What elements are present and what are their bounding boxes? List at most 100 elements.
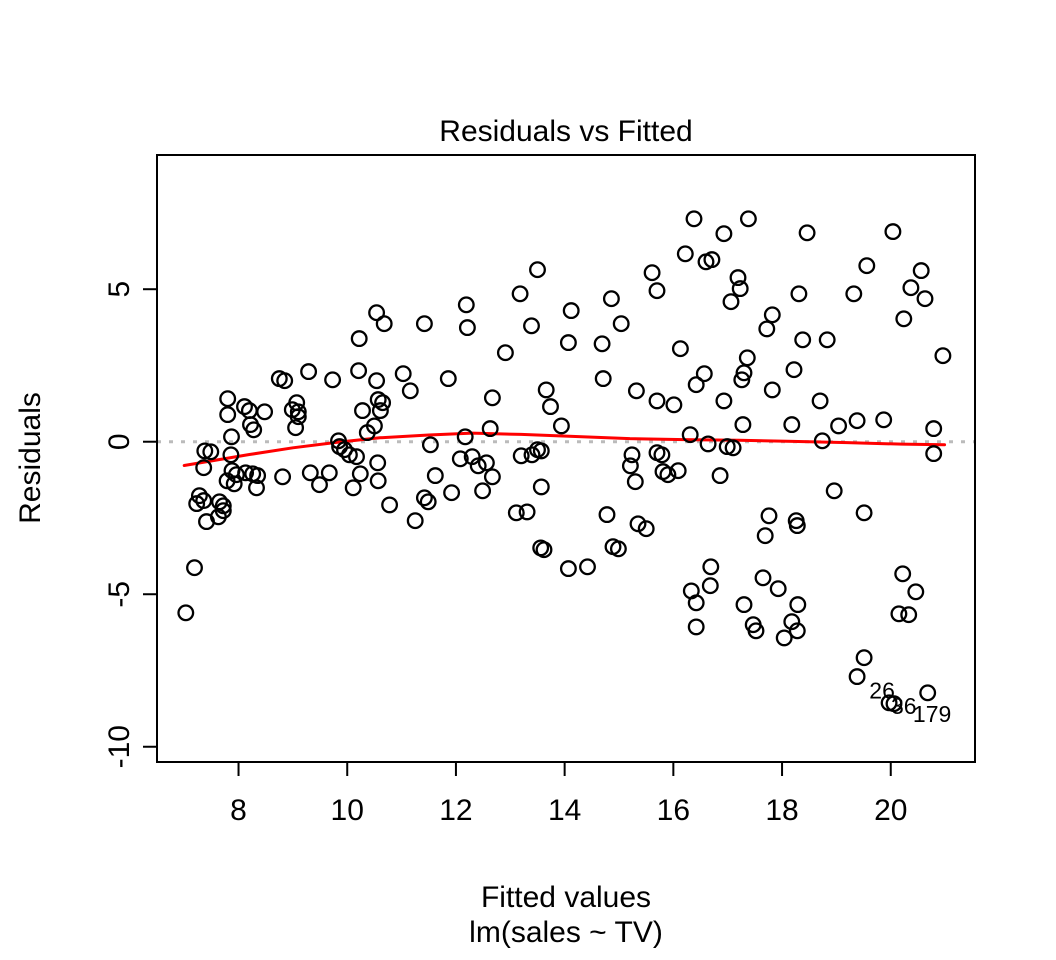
data-point [875,411,893,429]
x-tick-label: 8 [230,794,247,827]
data-point [715,225,733,243]
data-point [369,472,387,490]
data-point [798,224,816,242]
data-point [214,497,232,515]
y-tick-label: 5 [103,281,136,298]
x-axis-sublabel: lm(sales ~ TV) [469,916,663,949]
data-point [237,464,255,482]
data-point [788,517,806,535]
data-point [760,507,778,525]
data-point [729,269,747,287]
data-point [532,442,550,460]
data-point [659,466,677,484]
data-point [845,285,863,303]
data-point [790,285,808,303]
data-point [912,262,930,280]
data-point [507,504,525,522]
data-point [223,428,240,446]
data-point [579,558,596,576]
data-point [925,445,943,463]
data-point [535,541,553,559]
data-point [734,416,752,434]
data-point [703,251,721,269]
data-point [369,454,387,472]
data-point [758,320,776,338]
y-tick-label: 0 [103,433,136,450]
data-point [421,436,439,454]
data-point [483,468,501,486]
data-point [722,293,740,311]
data-point [687,376,705,394]
data-point [602,290,620,308]
data-point [419,493,437,511]
data-point [245,421,263,439]
data-point [248,479,265,497]
data-point [562,302,580,320]
y-tick-label: -10 [103,725,136,768]
outlier-point-label: 26 [869,678,895,704]
y-tick-label: -5 [103,581,136,608]
data-point [222,446,240,464]
data-point [369,391,387,409]
data-point [458,319,476,337]
data-point [542,398,559,416]
data-point [593,335,611,353]
data-point [477,454,495,472]
data-point [451,450,469,468]
data-point [532,478,550,496]
data-point [512,447,530,465]
data-point [907,583,925,601]
data-point [483,389,501,407]
data-point [739,210,757,228]
data-point [474,482,492,500]
data-point [518,503,536,521]
x-axis-label: Fitted values [481,881,651,914]
data-point [900,606,918,624]
data-point [629,515,647,533]
data-point [884,223,902,241]
data-point [406,512,424,530]
outlier-point [919,684,937,702]
data-point [481,420,499,438]
data-point [351,465,369,483]
data-point [496,344,514,362]
data-point [443,484,461,502]
data-point [609,540,627,558]
data-point [552,417,570,435]
data-point [763,306,781,324]
data-point [350,362,368,380]
data-point [344,479,362,497]
data-point [287,419,305,437]
data-point [289,403,307,421]
data-point [249,467,267,485]
data-point [687,594,705,612]
data-point [426,467,444,485]
data-point [685,210,703,228]
data-point [559,334,577,352]
data-point [711,467,729,485]
data-point [794,331,812,349]
data-point [648,392,666,410]
data-point [188,495,206,513]
data-point [754,569,772,587]
data-point [511,285,529,303]
x-tick-label: 16 [657,794,690,827]
data-point [699,435,717,453]
data-point [687,618,705,636]
data-point [769,580,787,598]
data-point [594,370,612,388]
data-point [902,279,920,297]
data-point [825,482,843,500]
data-point [775,629,793,647]
y-axis-label: Residuals [14,392,47,524]
data-point [855,649,873,667]
x-tick-label: 20 [874,794,907,827]
data-point [665,396,683,414]
data-point [256,403,274,421]
data-point [368,304,386,322]
data-point [415,489,433,507]
data-point [300,363,318,381]
data-point [218,472,236,490]
